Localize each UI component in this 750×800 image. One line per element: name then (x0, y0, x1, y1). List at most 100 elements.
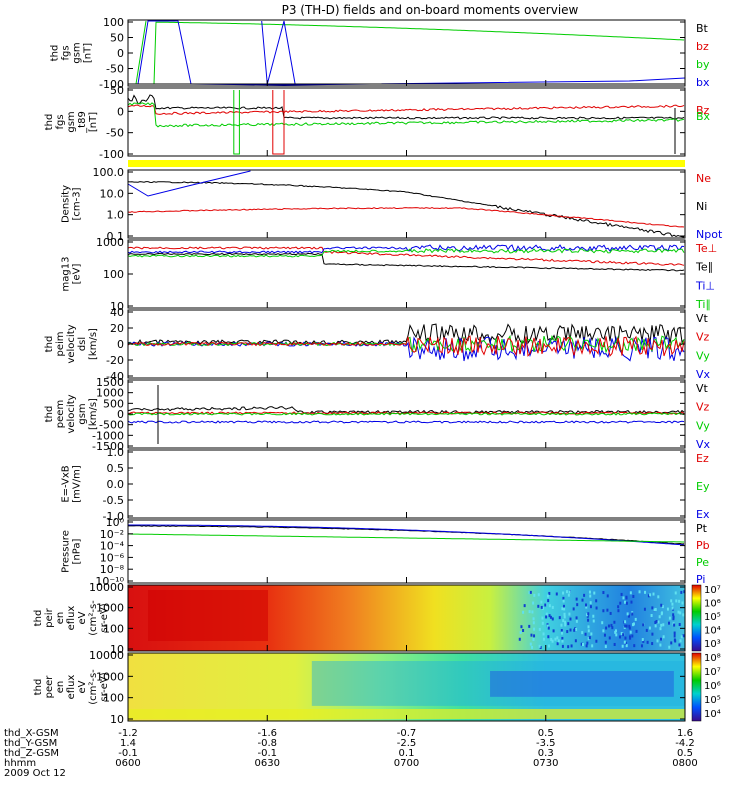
series-ti-par (127, 248, 685, 258)
spectrogram-cell (678, 643, 681, 647)
spectrogram-cell (670, 641, 673, 645)
series-pi (128, 524, 685, 546)
y-axis-label: peer (44, 675, 55, 699)
y-tick-label: 10000 (89, 581, 124, 594)
spectrogram-cell (624, 624, 627, 628)
spectrogram-cell (625, 596, 628, 600)
y-axis-label: fgs (61, 45, 72, 60)
series-bx (127, 102, 685, 128)
spectrogram-cell (533, 627, 536, 631)
spectrogram-cell (548, 591, 551, 595)
spectrogram-cell (522, 610, 525, 614)
colorbar-tick-label: 10⁴ (704, 709, 721, 720)
spectrogram-cell (575, 597, 578, 601)
spectrogram-cell (561, 639, 564, 643)
y-axis-label: peim (55, 331, 66, 356)
spectrogram-cell (562, 604, 565, 608)
y-tick-label: 50 (110, 32, 124, 45)
y-axis-label: gsm (77, 403, 88, 424)
spectrogram-cell (561, 607, 564, 611)
spectrogram-cell (530, 633, 533, 637)
spectrogram-cell (604, 640, 607, 644)
y-axis-label: peem (55, 400, 66, 428)
x-tick-label: -4.2 (675, 738, 695, 749)
y-axis-label: [mV/m] (72, 465, 83, 503)
spectrogram-cell (541, 606, 544, 610)
spectrogram-cell (672, 617, 675, 621)
colorbar-tick-label: 10⁵ (704, 695, 721, 706)
x-tick-label: -1.2 (118, 728, 138, 739)
spectrogram-cell (622, 596, 625, 600)
series-by (128, 21, 685, 85)
spectrogram-cell (542, 637, 545, 641)
spectrogram-cell (657, 620, 660, 624)
spectrogram-cell (672, 615, 675, 619)
x-tick-label: -0.1 (118, 748, 138, 759)
spectrogram-cell (522, 629, 525, 633)
spectrogram-cell (580, 642, 583, 646)
legend-ey: Ey (696, 480, 710, 493)
spectrogram-cell (585, 644, 588, 648)
y-tick-label: 10⁻⁸ (100, 563, 125, 576)
spectrogram-cell (547, 599, 550, 603)
y-axis-label: E=-VxB (61, 465, 72, 502)
legend-vx: Vx (696, 438, 711, 451)
y-axis-label: mag13 (61, 257, 72, 292)
spectrogram-cell (626, 612, 629, 616)
y-tick-label: 100 (103, 16, 124, 29)
y-tick-label: 1.0 (107, 446, 125, 459)
spectrogram-cell (655, 619, 658, 623)
y-tick-label: 50 (110, 84, 124, 97)
spectrogram-cell (613, 620, 616, 624)
spectrogram-cell (667, 621, 670, 625)
series-gap-spike (272, 90, 285, 155)
spectrogram-cell (550, 638, 553, 642)
y-tick-label: -1000 (92, 429, 124, 442)
spectrogram-cell (532, 637, 535, 641)
spectrogram-cell (555, 592, 558, 596)
legend-vz: Vz (696, 331, 710, 344)
spectrogram-cell (562, 599, 565, 603)
spectrogram-cell (678, 599, 681, 603)
spectrogram-cell (551, 617, 554, 621)
spectrogram-cell (645, 628, 648, 632)
spectrogram-cell (591, 644, 594, 648)
spectrogram-cell (563, 607, 566, 611)
y-axis-label: [nT] (88, 112, 99, 132)
spectrogram-cell (563, 615, 566, 619)
spectrogram-cell (651, 642, 654, 646)
spectrogram-cell (567, 645, 570, 649)
spectrogram-cell (622, 633, 625, 637)
spectrogram-cell (673, 638, 676, 642)
spectrogram-cell (585, 605, 588, 609)
spectrogram-cell (533, 593, 536, 597)
spectrogram-cell (672, 613, 675, 617)
spectrogram-cell (531, 610, 534, 614)
legend-bz: Bz (696, 104, 710, 117)
spectrogram-cell (668, 616, 671, 620)
spectrogram-cell (640, 644, 643, 648)
spectrogram-cell (528, 624, 531, 628)
spectrogram-cell (634, 617, 637, 621)
series-bx (128, 20, 686, 86)
spectrogram-cell (589, 601, 592, 605)
spectrogram-cell (574, 639, 577, 643)
y-tick-label: 500 (103, 397, 124, 410)
y-axis-label: (cm²-s- (88, 600, 99, 636)
spectrogram-cell (557, 639, 560, 643)
legend-vt: Vt (696, 382, 709, 395)
colorbar-tick-label: 10⁵ (704, 612, 721, 623)
x-tick-label: 0.5 (677, 748, 693, 759)
x-tick-label: 0730 (533, 758, 558, 769)
spectrogram-cell (654, 608, 657, 612)
panel-7: Ez Ey Ex 1.0 0.5 0.0 -0.5 -1.0 E=-VxB [mV/m] (61, 446, 710, 523)
y-tick-label: 1000 (96, 602, 124, 615)
spectrogram-cell (566, 630, 569, 634)
legend-bz: bz (696, 40, 709, 53)
y-tick-label: 10 (110, 300, 124, 313)
spectrogram-cell (560, 628, 563, 632)
spectrogram-cell (551, 605, 554, 609)
colorbar-tick-label: 10⁶ (704, 599, 721, 610)
y-tick-label: 40 (110, 306, 124, 319)
